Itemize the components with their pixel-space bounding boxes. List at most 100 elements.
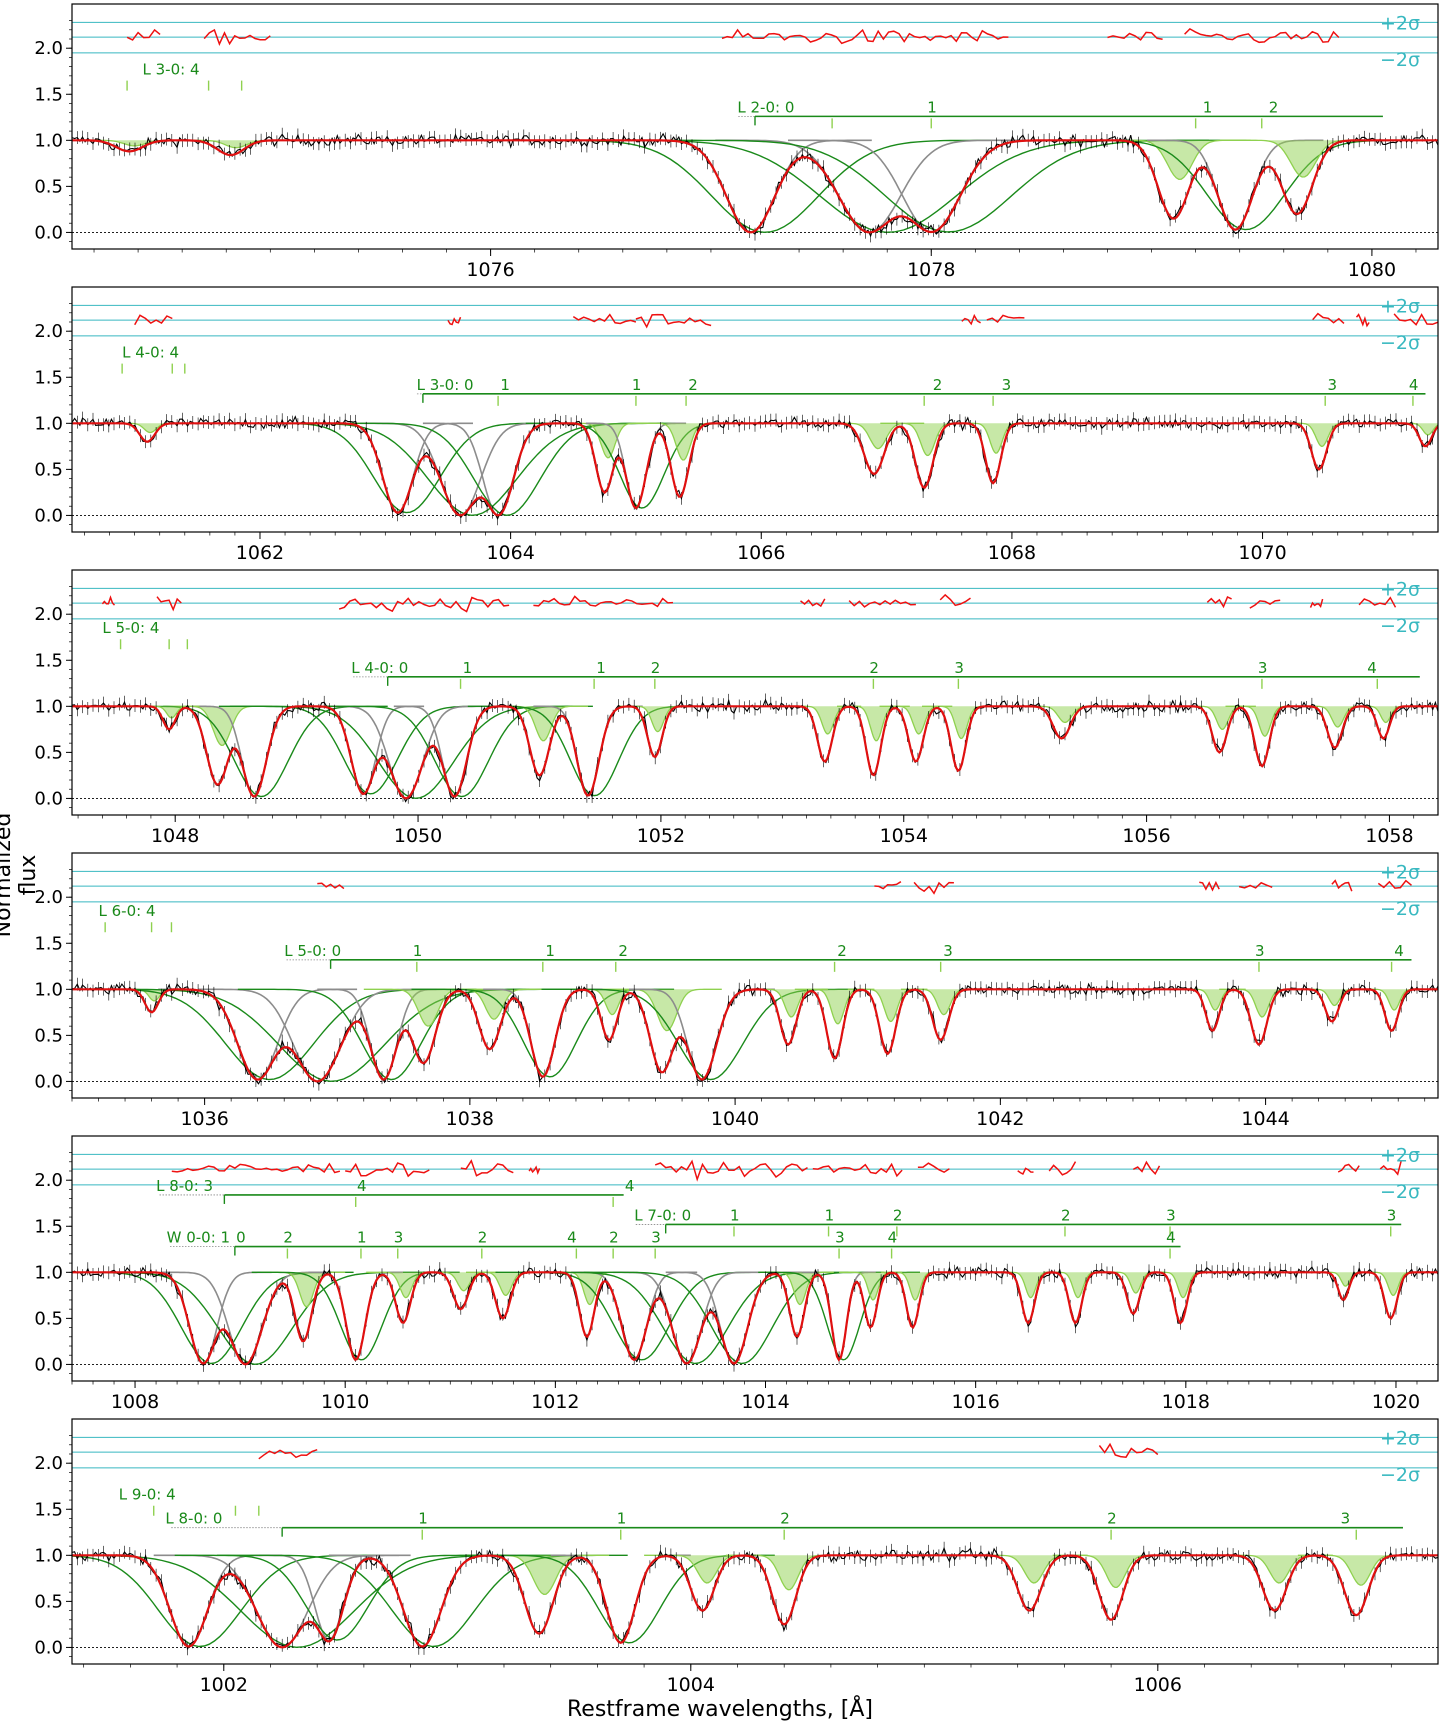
plot-area: L 3-0: 4 L 2-0: 0 1 1 2 bbox=[72, 21, 1438, 243]
line-marker-label: 1 bbox=[500, 376, 510, 394]
component-profile bbox=[138, 705, 200, 719]
comparison-profile bbox=[258, 1554, 399, 1641]
x-tick-label: 1038 bbox=[446, 1108, 494, 1130]
residuals bbox=[800, 598, 826, 608]
panel-6: L 9-0: 4 L 8-0: 0 1 1 2 2 3 0.0 0.5 1.0 1.5 2.0 1002… bbox=[34, 1418, 1439, 1696]
line-marker-label: 4 bbox=[625, 1177, 635, 1195]
y-tick-label: 1.0 bbox=[34, 1545, 63, 1566]
residuals bbox=[848, 599, 916, 608]
line-marker-label: 3 bbox=[1002, 376, 1012, 394]
component-profile bbox=[758, 1271, 920, 1361]
comparison-profile bbox=[320, 705, 491, 800]
residuals bbox=[1337, 1163, 1360, 1173]
component-profile bbox=[495, 1271, 773, 1361]
x-tick-label: 1054 bbox=[880, 825, 928, 847]
comparison-profile bbox=[613, 1271, 761, 1365]
component-profile bbox=[1044, 1271, 1107, 1299]
line-marker-label: 2 bbox=[478, 1229, 488, 1247]
residuals bbox=[258, 1448, 318, 1460]
line-marker-label: L 8-0: 3 bbox=[156, 1177, 213, 1195]
total-model bbox=[72, 988, 1438, 1083]
component-profile bbox=[109, 422, 185, 434]
line-marker-label: 4 bbox=[1166, 1229, 1176, 1247]
component-profile bbox=[847, 988, 928, 1023]
component-profile bbox=[1317, 1271, 1370, 1287]
line-marker-label: 1 bbox=[463, 659, 473, 677]
x-tick-label: 1042 bbox=[976, 1108, 1024, 1130]
line-marker-label: 3 bbox=[651, 1229, 661, 1247]
panel-frame bbox=[71, 1135, 1439, 1382]
component-profile bbox=[1149, 1271, 1213, 1299]
y-tick-label: 0.0 bbox=[34, 505, 63, 526]
sigma-plus-label: +2σ bbox=[1380, 861, 1420, 883]
x-tick-label: 1064 bbox=[486, 542, 534, 564]
comparison-profile bbox=[788, 139, 1075, 233]
line-marker-label: 3 bbox=[835, 1229, 845, 1247]
component-profile bbox=[616, 139, 1247, 233]
x-tick-label: 1066 bbox=[737, 542, 785, 564]
x-tick-label: 1044 bbox=[1241, 1108, 1289, 1130]
y-tick-label: 0.5 bbox=[34, 459, 63, 480]
residuals bbox=[874, 881, 902, 890]
component-profile bbox=[760, 1271, 834, 1306]
x-tick-label: 1062 bbox=[236, 542, 284, 564]
residuals bbox=[1098, 1442, 1159, 1458]
residuals bbox=[917, 1162, 950, 1174]
x-tick-label: 1010 bbox=[321, 1391, 369, 1413]
component-profile bbox=[1359, 1271, 1423, 1296]
residuals bbox=[126, 28, 161, 41]
sigma-minus-label: −2σ bbox=[1380, 1464, 1420, 1486]
component-profile bbox=[1281, 422, 1357, 447]
x-tick-label: 1068 bbox=[988, 542, 1036, 564]
component-profile bbox=[484, 139, 1018, 234]
comparison-profile bbox=[802, 1271, 876, 1361]
component-profile bbox=[411, 988, 675, 1078]
line-marker-label: 2 bbox=[283, 1229, 293, 1247]
y-axis-label: Normalized flux bbox=[0, 812, 41, 938]
panel-frame bbox=[71, 1418, 1439, 1665]
y-tick-label: 2.0 bbox=[34, 604, 63, 625]
y-tick-label: 0.0 bbox=[34, 1637, 63, 1658]
panel-frame bbox=[71, 3, 1439, 250]
error-bars bbox=[72, 411, 1438, 526]
y-tick-label: 1.0 bbox=[34, 696, 63, 717]
residuals bbox=[345, 1162, 430, 1178]
line-marker-label: 1 bbox=[632, 376, 642, 394]
residuals bbox=[1184, 27, 1340, 44]
line-marker-label: 1 bbox=[617, 1510, 627, 1528]
x-tick-label: 1018 bbox=[1162, 1391, 1210, 1413]
line-marker-label: 1 bbox=[927, 98, 937, 116]
residuals bbox=[1377, 879, 1412, 889]
total-model bbox=[72, 422, 1438, 517]
x-tick-label: 1006 bbox=[1134, 1674, 1182, 1696]
x-tick-label: 1080 bbox=[1348, 259, 1396, 281]
residuals bbox=[1379, 1160, 1402, 1176]
residuals bbox=[1238, 881, 1273, 889]
residuals bbox=[203, 28, 271, 46]
line-marker-label: 4 bbox=[1409, 376, 1419, 394]
line-marker-label: 2 bbox=[869, 659, 879, 677]
residuals bbox=[1309, 598, 1324, 609]
residuals bbox=[447, 316, 462, 326]
component-profile bbox=[232, 422, 564, 514]
residuals bbox=[1206, 595, 1232, 609]
residuals bbox=[533, 595, 674, 608]
panel-3: L 5-0: 4 L 4-0: 0 1 1 2 2 3 3 4 0.0 0.5 1.0 1.5 2.0 10… bbox=[34, 569, 1439, 847]
residuals bbox=[1331, 879, 1353, 892]
sigma-plus-label: +2σ bbox=[1380, 12, 1420, 34]
comparison-profile bbox=[95, 1554, 283, 1648]
residuals bbox=[913, 881, 954, 895]
residuals bbox=[1312, 312, 1345, 324]
observed-spectrum bbox=[72, 1546, 1438, 1651]
plot-area: L 9-0: 4 L 8-0: 0 1 1 2 2 3 bbox=[72, 1436, 1438, 1656]
line-marker-label: 1 bbox=[596, 659, 606, 677]
panel-frame bbox=[71, 286, 1439, 533]
plot-area: L 4-0: 4 L 3-0: 0 1 1 2 2 3 3 4 bbox=[72, 304, 1438, 526]
line-marker-label: 2 bbox=[651, 659, 661, 677]
line-marker-label: 0 bbox=[236, 1229, 246, 1247]
component-profile bbox=[1216, 1554, 1333, 1584]
y-tick-label: 1.5 bbox=[34, 933, 63, 954]
component-profile bbox=[839, 1271, 903, 1301]
